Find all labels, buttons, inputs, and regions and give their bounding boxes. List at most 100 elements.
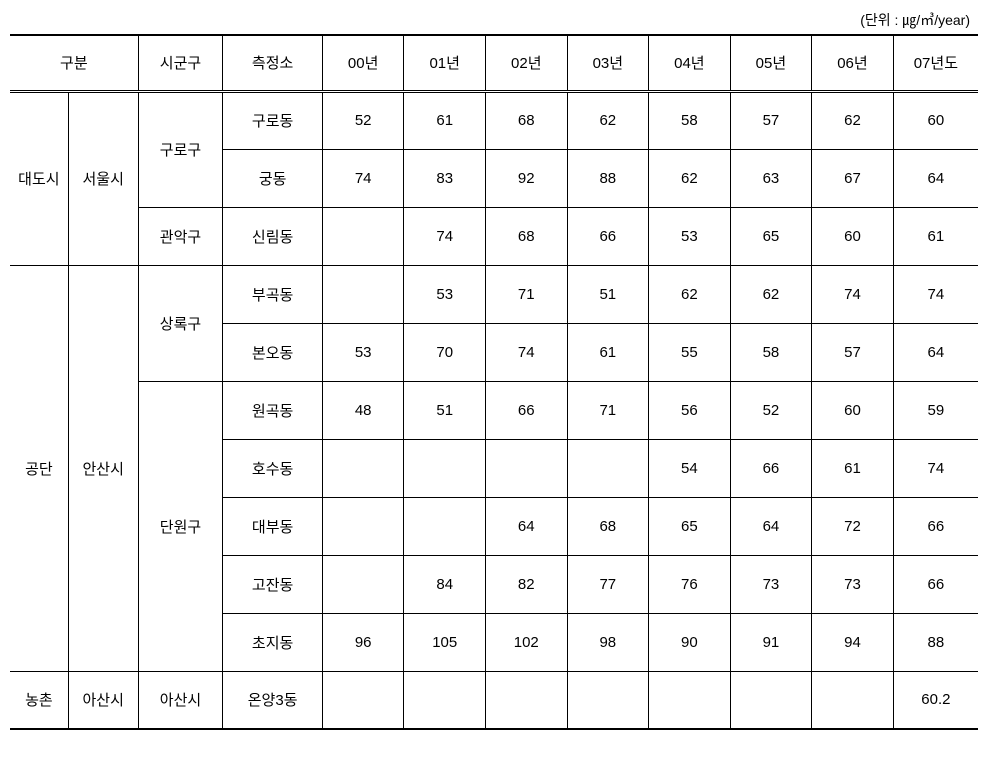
station-wongok: 원곡동 — [223, 381, 323, 439]
district-asan: 아산시 — [138, 671, 223, 729]
cell-value: 71 — [567, 381, 649, 439]
header-sigungu: 시군구 — [138, 35, 223, 91]
category-rural: 농촌 — [10, 671, 68, 729]
cell-value: 64 — [730, 497, 812, 555]
cell-value: 74 — [322, 149, 404, 207]
data-table: 구분 시군구 측정소 00년 01년 02년 03년 04년 05년 06년 0… — [10, 34, 978, 730]
table-row: 공단 안산시 상록구 부곡동 53 71 51 62 62 74 74 — [10, 265, 978, 323]
cell-value: 61 — [893, 207, 978, 265]
cell-value: 66 — [730, 439, 812, 497]
cell-value: 66 — [486, 381, 568, 439]
cell-value: 91 — [730, 613, 812, 671]
header-y05: 05년 — [730, 35, 812, 91]
cell-value: 58 — [649, 91, 731, 149]
cell-value: 96 — [322, 613, 404, 671]
city-seoul: 서울시 — [68, 91, 138, 265]
header-station: 측정소 — [223, 35, 323, 91]
cell-value: 51 — [404, 381, 486, 439]
cell-value: 60 — [893, 91, 978, 149]
header-y04: 04년 — [649, 35, 731, 91]
cell-value: 64 — [893, 149, 978, 207]
station-daebu: 대부동 — [223, 497, 323, 555]
cell-value: 64 — [486, 497, 568, 555]
cell-value: 52 — [322, 91, 404, 149]
header-y03: 03년 — [567, 35, 649, 91]
cell-value: 77 — [567, 555, 649, 613]
city-ansan: 안산시 — [68, 265, 138, 671]
cell-value: 68 — [486, 91, 568, 149]
header-y00: 00년 — [322, 35, 404, 91]
cell-value — [322, 555, 404, 613]
header-y01: 01년 — [404, 35, 486, 91]
cell-value: 66 — [893, 555, 978, 613]
cell-value: 83 — [404, 149, 486, 207]
cell-value: 65 — [649, 497, 731, 555]
cell-value: 63 — [730, 149, 812, 207]
cell-value: 84 — [404, 555, 486, 613]
cell-value — [567, 439, 649, 497]
cell-value: 61 — [567, 323, 649, 381]
cell-value: 57 — [730, 91, 812, 149]
cell-value: 67 — [812, 149, 894, 207]
cell-value: 70 — [404, 323, 486, 381]
district-gwanak: 관악구 — [138, 207, 223, 265]
cell-value: 56 — [649, 381, 731, 439]
district-danwon: 단원구 — [138, 381, 223, 671]
cell-value: 60 — [812, 381, 894, 439]
cell-value — [322, 207, 404, 265]
station-choji: 초지동 — [223, 613, 323, 671]
cell-value: 71 — [486, 265, 568, 323]
cell-value: 62 — [567, 91, 649, 149]
district-guro: 구로구 — [138, 91, 223, 207]
cell-value: 62 — [649, 149, 731, 207]
station-bono: 본오동 — [223, 323, 323, 381]
cell-value: 62 — [649, 265, 731, 323]
cell-value — [322, 439, 404, 497]
cell-value: 64 — [893, 323, 978, 381]
cell-value: 61 — [404, 91, 486, 149]
cell-value: 57 — [812, 323, 894, 381]
cell-value: 62 — [730, 265, 812, 323]
cell-value — [322, 265, 404, 323]
cell-value — [567, 671, 649, 729]
cell-value: 92 — [486, 149, 568, 207]
cell-value: 61 — [812, 439, 894, 497]
cell-value: 105 — [404, 613, 486, 671]
cell-value: 53 — [649, 207, 731, 265]
station-gungdong: 궁동 — [223, 149, 323, 207]
cell-value: 59 — [893, 381, 978, 439]
header-row: 구분 시군구 측정소 00년 01년 02년 03년 04년 05년 06년 0… — [10, 35, 978, 91]
cell-value: 60 — [812, 207, 894, 265]
station-gurodong: 구로동 — [223, 91, 323, 149]
unit-label: (단위 : ㎍/㎥/year) — [10, 10, 978, 30]
cell-value: 48 — [322, 381, 404, 439]
cell-value — [404, 439, 486, 497]
cell-value: 74 — [404, 207, 486, 265]
cell-value — [404, 497, 486, 555]
cell-value: 68 — [486, 207, 568, 265]
category-industrial: 공단 — [10, 265, 68, 671]
cell-value: 102 — [486, 613, 568, 671]
city-asan: 아산시 — [68, 671, 138, 729]
cell-value: 53 — [404, 265, 486, 323]
cell-value: 62 — [812, 91, 894, 149]
table-row: 대도시 서울시 구로구 구로동 52 61 68 62 58 57 62 60 — [10, 91, 978, 149]
cell-value: 73 — [812, 555, 894, 613]
cell-value: 72 — [812, 497, 894, 555]
category-metro: 대도시 — [10, 91, 68, 265]
header-y06: 06년 — [812, 35, 894, 91]
header-y07: 07년도 — [893, 35, 978, 91]
cell-value: 98 — [567, 613, 649, 671]
cell-value — [649, 671, 731, 729]
cell-value — [730, 671, 812, 729]
table-row: 농촌 아산시 아산시 온양3동 60.2 — [10, 671, 978, 729]
cell-value: 65 — [730, 207, 812, 265]
station-gojan: 고잔동 — [223, 555, 323, 613]
station-hosu: 호수동 — [223, 439, 323, 497]
cell-value: 74 — [812, 265, 894, 323]
cell-value — [812, 671, 894, 729]
cell-value: 60.2 — [893, 671, 978, 729]
cell-value: 58 — [730, 323, 812, 381]
station-bugok: 부곡동 — [223, 265, 323, 323]
cell-value — [322, 497, 404, 555]
